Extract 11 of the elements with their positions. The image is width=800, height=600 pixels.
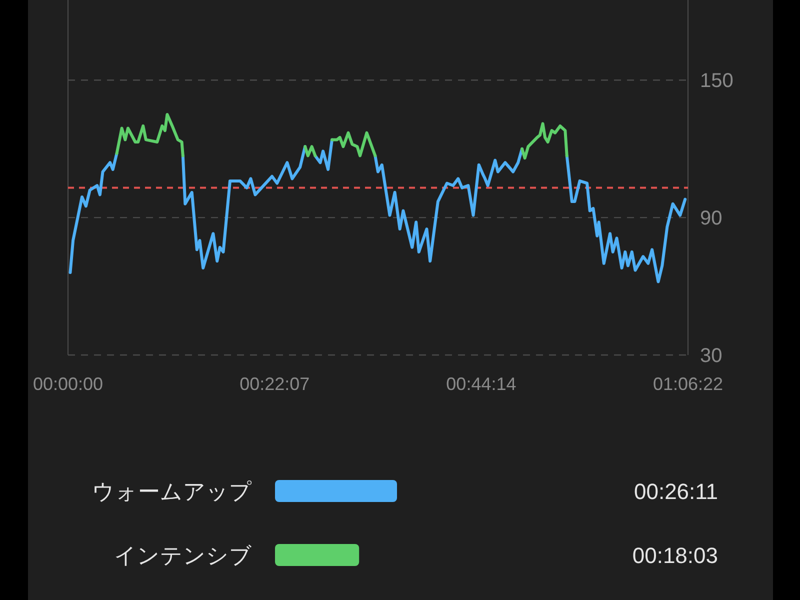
x-tick-label: 01:06:22 <box>652 374 724 394</box>
y-tick-label: ウォームアップ <box>92 479 252 504</box>
x-tick-label: 00:00:00 <box>32 374 104 394</box>
data-label: 00:26:11 <box>634 479 718 504</box>
y-tick-label: 90 <box>700 208 722 230</box>
y-tick-label: 30 <box>700 345 722 367</box>
y-tick-label: インテンシブ <box>114 543 252 568</box>
x-tick-label: 00:44:14 <box>446 374 516 394</box>
data-label: 00:18:03 <box>632 543 718 568</box>
y-tick-label: 150 <box>700 70 734 92</box>
x-tick-label: 00:22:07 <box>240 374 310 394</box>
